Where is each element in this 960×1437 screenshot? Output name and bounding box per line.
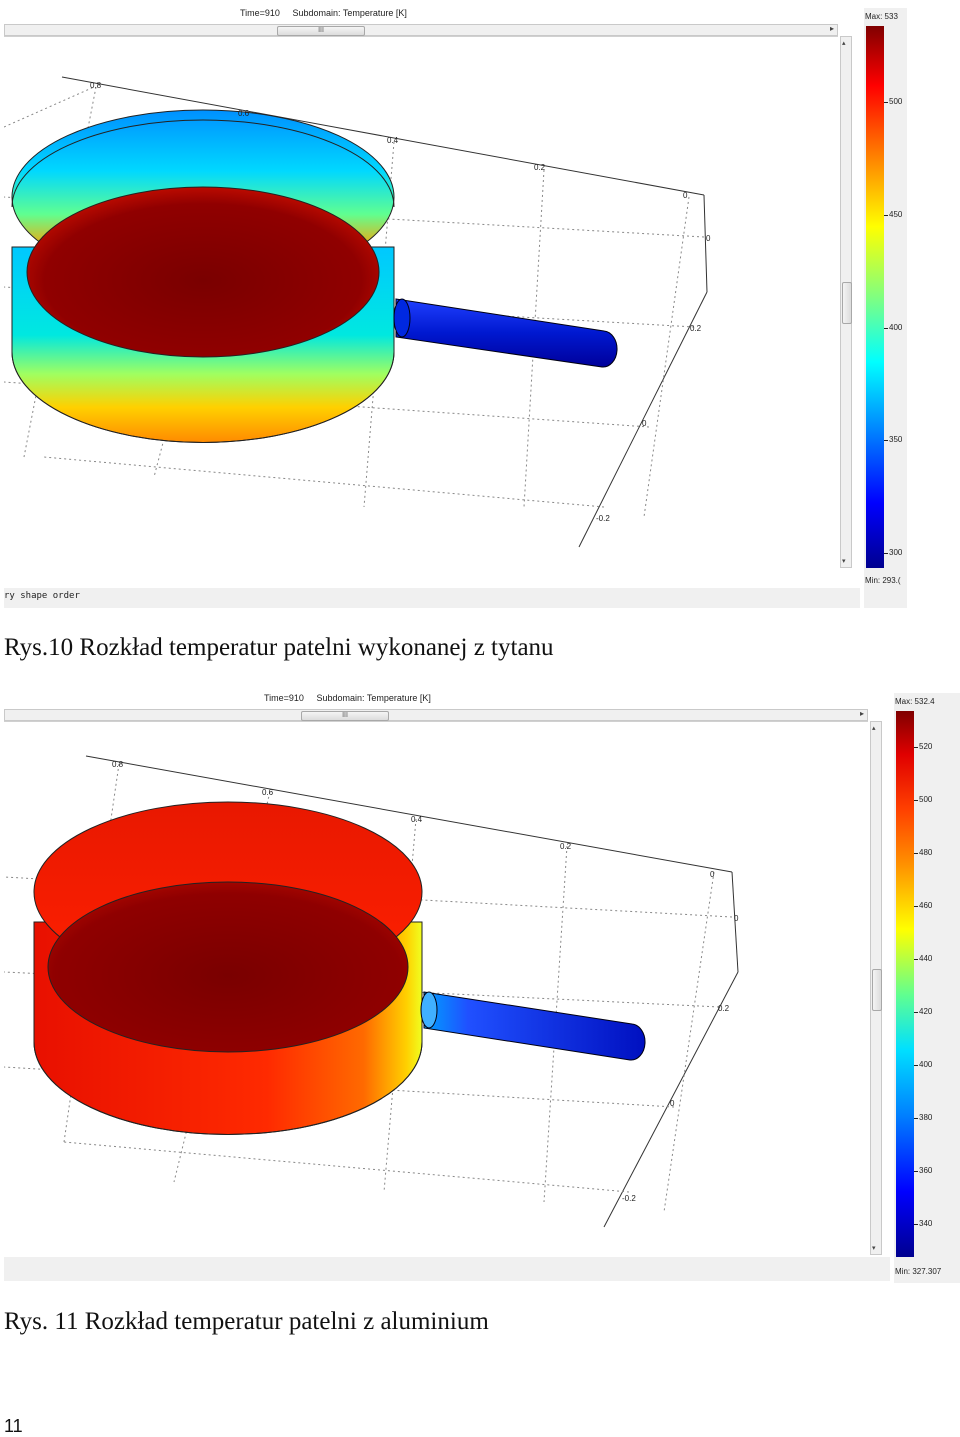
axis-tick: 0.4 <box>411 815 423 824</box>
axis-box <box>85 755 739 1228</box>
legend-tick: 380 <box>919 1113 933 1122</box>
legend-tick-mark <box>884 102 888 103</box>
legend-tick-mark <box>914 800 918 801</box>
axis-tick: 0.2 <box>690 324 702 333</box>
vertical-scrollbar[interactable]: ▴ ▾ <box>840 36 852 568</box>
legend-tick: 460 <box>919 901 933 910</box>
vertical-scrollbar[interactable]: ▴ ▾ <box>870 721 882 1255</box>
legend-min: Min: 293.( <box>865 576 901 585</box>
axis-box <box>61 76 708 548</box>
scroll-thumb[interactable]: III <box>277 26 365 36</box>
legend-tick-mark <box>914 1224 918 1225</box>
legend-tick: 300 <box>889 548 903 557</box>
scroll-up-arrow-icon[interactable]: ▴ <box>842 40 846 47</box>
legend-tick: 500 <box>919 795 933 804</box>
pan-handle <box>420 991 646 1061</box>
plot-canvas[interactable]: 0.8 0.6 0.4 0.2 0 0 0.2 0 -0.2 <box>4 721 868 1256</box>
legend-tick-mark <box>884 440 888 441</box>
scroll-down-arrow-icon[interactable]: ▾ <box>842 558 846 565</box>
axis-tick: -0.2 <box>622 1194 636 1203</box>
axis-tick: 0 <box>642 419 647 428</box>
page-number: 11 <box>4 1416 23 1436</box>
legend-tick: 400 <box>919 1060 933 1069</box>
scroll-right-arrow-icon[interactable]: ▸ <box>829 24 834 33</box>
legend-colorbar <box>896 711 914 1257</box>
legend-tick: 440 <box>919 954 933 963</box>
scroll-thumb[interactable]: III <box>301 711 389 721</box>
legend-tick-mark <box>914 1012 918 1013</box>
legend-tick: 360 <box>919 1166 933 1175</box>
status-bar <box>4 1257 890 1281</box>
axis-tick: 0.8 <box>90 81 102 90</box>
axis-tick: 0.6 <box>262 788 274 797</box>
axis-tick: -0.2 <box>596 514 610 523</box>
axis-tick: 0.2 <box>718 1004 730 1013</box>
scroll-right-arrow-icon[interactable]: ▸ <box>859 709 864 718</box>
scroll-up-arrow-icon[interactable]: ▴ <box>872 725 876 732</box>
color-legend: Max: 532.4 520 500 480 460 440 420 400 3… <box>894 693 960 1283</box>
legend-min: Min: 327.307 <box>895 1267 942 1276</box>
plot-time: Time=910 <box>264 693 304 703</box>
legend-tick: 420 <box>919 1007 933 1016</box>
axis-tick: 0 <box>710 870 715 879</box>
legend-tick: 350 <box>889 435 903 444</box>
legend-tick-mark <box>914 906 918 907</box>
legend-tick-mark <box>914 1118 918 1119</box>
figure-aluminium: Time=910 Subdomain: Temperature [K] III … <box>4 693 960 1283</box>
legend-tick: 500 <box>889 97 903 106</box>
legend-tick: 340 <box>919 1219 933 1228</box>
legend-tick-mark <box>884 553 888 554</box>
legend-tick-mark <box>914 1065 918 1066</box>
axis-tick: 0.8 <box>112 760 124 769</box>
pan-handle <box>393 298 618 368</box>
legend-colorbar <box>866 26 884 568</box>
axis-tick: 0 <box>734 914 739 923</box>
legend-tick: 480 <box>919 848 933 857</box>
figure-caption: Rys.10 Rozkład temperatur patelni wykona… <box>4 634 554 661</box>
plot-title: Time=910 Subdomain: Temperature [K] <box>264 693 864 707</box>
pan-body <box>33 801 423 1135</box>
horizontal-scrollbar[interactable]: III ▸ <box>4 709 868 721</box>
horizontal-scrollbar[interactable]: III ▸ <box>4 24 838 36</box>
axis-tick: 0.2 <box>534 163 546 172</box>
legend-tick-mark <box>884 215 888 216</box>
legend-tick-mark <box>914 959 918 960</box>
legend-tick: 520 <box>919 742 933 751</box>
axis-tick: 0 <box>670 1099 675 1108</box>
plot-subdomain: Subdomain: Temperature [K] <box>292 8 407 18</box>
axis-tick: 0.4 <box>387 136 399 145</box>
legend-tick: 450 <box>889 210 903 219</box>
figure-caption: Rys. 11 Rozkład temperatur patelni z alu… <box>4 1308 489 1335</box>
scroll-down-arrow-icon[interactable]: ▾ <box>872 1245 876 1252</box>
scroll-thumb[interactable] <box>842 282 852 324</box>
legend-tick-mark <box>914 853 918 854</box>
pan-body <box>11 109 395 443</box>
scroll-thumb[interactable] <box>872 969 882 1011</box>
plot-subdomain: Subdomain: Temperature [K] <box>316 693 431 703</box>
axis-tick: 0.2 <box>560 842 572 851</box>
pan-plot-3d <box>4 755 739 1228</box>
plot-time: Time=910 <box>240 8 280 18</box>
legend-tick-mark <box>884 328 888 329</box>
legend-max: Max: 532.4 <box>895 697 935 706</box>
legend-max: Max: 533 <box>865 12 898 21</box>
legend-tick: 400 <box>889 323 903 332</box>
figure-titanium: Time=910 Subdomain: Temperature [K] III … <box>4 8 960 608</box>
color-legend: Max: 533 500 450 400 350 300 Min: 293.( <box>864 8 907 608</box>
pan-plot-3d <box>4 76 708 548</box>
axis-tick: 0 <box>706 234 711 243</box>
plot-canvas[interactable]: 0.8 0.6 0.4 0.2 0 0 0.2 0 -0.2 <box>4 36 838 569</box>
plot-title: Time=910 Subdomain: Temperature [K] <box>240 8 840 22</box>
legend-tick-mark <box>914 1171 918 1172</box>
axis-tick: 0.6 <box>238 109 250 118</box>
legend-tick-mark <box>914 747 918 748</box>
axis-tick: 0 <box>683 191 688 200</box>
status-text: ry shape order <box>4 591 80 601</box>
status-bar: ry shape order <box>4 588 860 608</box>
